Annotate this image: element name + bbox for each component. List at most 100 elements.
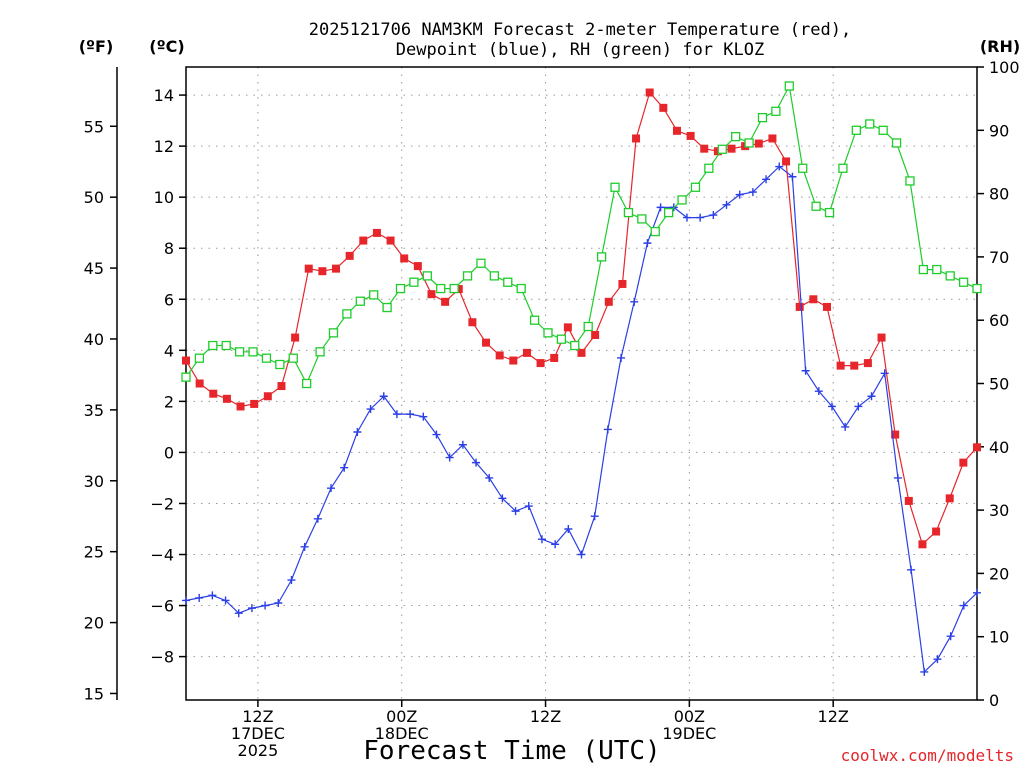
fahrenheit-tick-label: 55 (84, 117, 104, 136)
rh-tick-label: 100 (989, 58, 1020, 77)
rh-point (288, 353, 298, 363)
dewpoint-point (287, 576, 296, 585)
rh-tick-label: 60 (989, 311, 1009, 330)
2-meter-temperature-point (263, 392, 272, 401)
rh-point (556, 334, 567, 344)
rh-line (185, 84, 978, 385)
dewpoint-point (643, 239, 652, 248)
grid-lines (186, 67, 977, 700)
celsius-tick-label: 2 (164, 392, 174, 411)
2-meter-temperature-point (522, 348, 531, 357)
rh-point (355, 296, 365, 306)
dewpoint-point (379, 392, 388, 401)
2-meter-temperature-point (591, 331, 600, 340)
2-meter-temperature-point (277, 382, 286, 391)
dewpoint-point (709, 211, 718, 220)
dewpoint-line (185, 165, 978, 674)
dewpoint-point (445, 453, 454, 462)
rh-point (932, 264, 942, 275)
rh-point (811, 201, 821, 211)
celsius-tick-label: −6 (150, 597, 174, 616)
2-meter-temperature-point (659, 103, 668, 112)
fahrenheit-tick-label: 45 (84, 259, 104, 278)
rh-tick-label: 0 (989, 691, 999, 710)
rh-point (382, 302, 392, 313)
dewpoint-point (682, 213, 691, 222)
dewpoint-point (617, 353, 626, 362)
2-meter-temperature-point (672, 126, 681, 135)
x-tick-label: 12Z (530, 707, 561, 726)
2-meter-temperature-point (236, 402, 245, 411)
dewpoint-point (274, 599, 283, 608)
rh-point (369, 290, 379, 300)
rh-point (342, 309, 352, 319)
rh-point (302, 378, 312, 389)
dewpoint-markers (182, 162, 981, 676)
dewpoint-point (775, 162, 784, 171)
celsius-tick-label: −4 (150, 546, 174, 565)
x-tick-label: 00Z (674, 707, 705, 726)
dewpoint-point (564, 524, 573, 533)
dewpoint-point (392, 410, 401, 419)
rh-point (395, 283, 406, 294)
2-meter-temperature-point (632, 134, 641, 143)
2-meter-temperature-point (877, 333, 886, 342)
rh-point (194, 353, 205, 363)
fahrenheit-tick-label: 20 (84, 614, 104, 633)
rh-point (731, 131, 741, 142)
2-meter-temperature-point (700, 144, 709, 153)
rh-point (315, 347, 325, 357)
x-tick-label: 12Z (818, 707, 849, 726)
celsius-tick-label: 6 (164, 290, 174, 309)
2-meter-temperature-point (932, 527, 941, 536)
dewpoint-point (867, 392, 876, 401)
2-meter-temperature-point (332, 264, 341, 273)
chart-title-line-2: Dewpoint (blue), RH (green) for KLOZ (396, 40, 764, 60)
fahrenheit-tick-label: 30 (84, 472, 104, 491)
watermark: coolwx.com/modelts (841, 746, 1014, 765)
rh-tick-label: 30 (989, 501, 1009, 520)
dewpoint-point (933, 655, 942, 664)
rh-point (462, 271, 473, 281)
dewpoint-point (841, 422, 850, 431)
celsius-tick-label: −2 (150, 494, 174, 513)
2-meter-temperature-point (918, 540, 927, 549)
rh-point (261, 353, 272, 363)
rh-tick-label: 50 (989, 375, 1009, 394)
celsius-tick-label: 10 (154, 188, 174, 207)
dewpoint-point (261, 601, 270, 610)
rh-point (958, 277, 969, 287)
dewpoint-point (748, 188, 757, 197)
2-meter-temperature-point (468, 318, 477, 327)
x-axis-label: Forecast Time (UTC) (363, 736, 660, 766)
rh-point (610, 182, 620, 192)
dewpoint-point (472, 458, 481, 467)
rh-point (234, 347, 245, 357)
2-meter-temperature-point (550, 353, 559, 362)
dewpoint-point (735, 190, 744, 199)
2-meter-temperature-point (386, 236, 395, 245)
rh-point (275, 359, 285, 370)
dewpoint-point (498, 494, 507, 503)
2-meter-temperature-point (809, 295, 818, 304)
2-meter-temperature-point (618, 279, 627, 288)
dewpoint-point (722, 200, 731, 209)
rh-point (690, 182, 701, 192)
fahrenheit-tick-label: 15 (84, 684, 104, 703)
rh-tick-label: 20 (989, 564, 1009, 583)
2-meter-temperature-point (291, 333, 300, 342)
rh-point (878, 125, 888, 135)
x-tick-label: 19DEC (662, 724, 716, 743)
dewpoint-point (893, 473, 902, 482)
rh-point (650, 226, 660, 237)
rh-point (436, 283, 446, 294)
2-meter-temperature-point (686, 131, 695, 140)
2-meter-temperature-point (359, 236, 368, 245)
rh-axis-unit: (RH) (980, 37, 1020, 56)
rh-point (891, 138, 902, 148)
fahrenheit-tick-label: 40 (84, 330, 104, 349)
dewpoint-point (907, 565, 916, 574)
rh-point (529, 315, 540, 325)
rh-point (744, 138, 754, 148)
2-meter-temperature-point (400, 254, 409, 263)
